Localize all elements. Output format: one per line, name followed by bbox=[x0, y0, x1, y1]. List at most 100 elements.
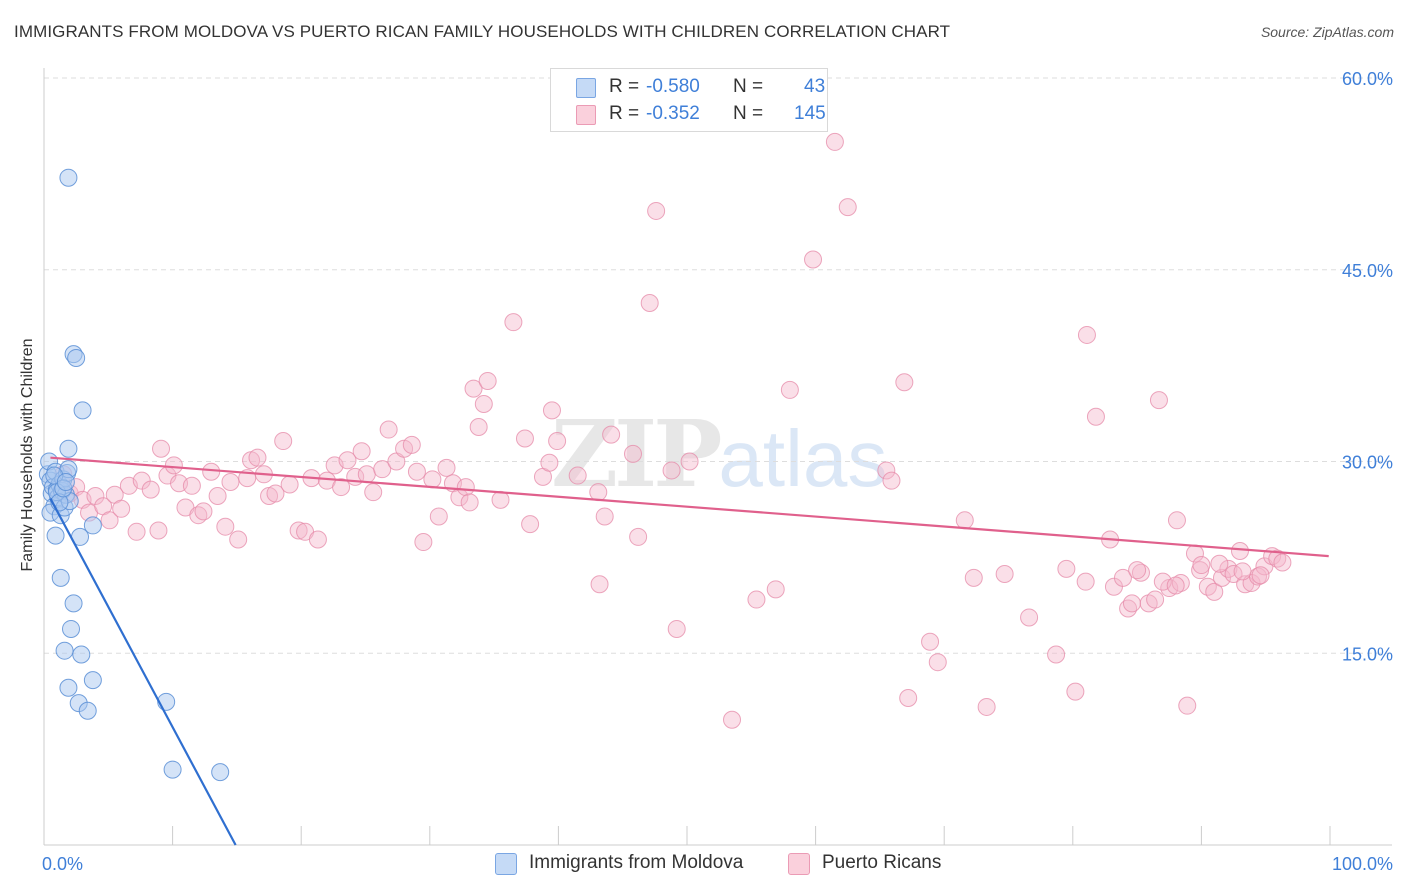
puerto-rican-point bbox=[955, 511, 974, 530]
source-label: Source: ZipAtlas.com bbox=[1260, 24, 1394, 40]
puerto-rican-point bbox=[1066, 682, 1085, 701]
bottom-legend-label-moldova: Immigrants from Moldova bbox=[529, 852, 744, 873]
legend-n-value-puerto-ricans: 145 bbox=[794, 103, 826, 124]
puerto-rican-point bbox=[491, 490, 510, 509]
puerto-rican-point bbox=[1146, 590, 1165, 609]
legend-n-label: N = bbox=[733, 103, 764, 124]
moldova-point bbox=[72, 645, 91, 664]
puerto-rican-point bbox=[1212, 568, 1231, 587]
puerto-rican-point bbox=[364, 483, 383, 502]
moldova-point bbox=[62, 619, 81, 638]
puerto-rican-point bbox=[280, 475, 299, 494]
puerto-rican-point bbox=[469, 417, 488, 436]
legend-r-value-moldova: -0.580 bbox=[646, 76, 700, 97]
puerto-rican-point bbox=[1192, 556, 1211, 575]
puerto-rican-point bbox=[332, 478, 351, 497]
puerto-rican-point bbox=[647, 201, 666, 220]
puerto-rican-point bbox=[423, 470, 442, 489]
moldova-point bbox=[55, 641, 74, 660]
puerto-rican-point bbox=[1057, 559, 1076, 578]
puerto-rican-point bbox=[542, 401, 561, 420]
puerto-rican-point bbox=[1077, 325, 1096, 344]
puerto-rican-point bbox=[1167, 511, 1186, 530]
puerto-rican-point bbox=[274, 432, 293, 451]
puerto-rican-point bbox=[308, 530, 327, 549]
puerto-rican-point bbox=[478, 371, 497, 390]
puerto-rican-point bbox=[629, 527, 648, 546]
puerto-rican-point bbox=[640, 293, 659, 312]
puerto-rican-point bbox=[1128, 561, 1147, 580]
puerto-rican-point bbox=[1113, 568, 1132, 587]
moldova-point bbox=[67, 348, 86, 367]
moldova-point bbox=[73, 401, 92, 420]
puerto-rican-point bbox=[568, 466, 587, 485]
puerto-rican-point bbox=[1171, 573, 1190, 592]
legend-n-label: N = bbox=[733, 76, 764, 97]
puerto-rican-point bbox=[1122, 594, 1141, 613]
puerto-rican-point bbox=[680, 452, 699, 471]
puerto-rican-point bbox=[357, 465, 376, 484]
puerto-rican-point bbox=[414, 533, 433, 552]
bottom-legend-label-puerto-ricans: Puerto Ricans bbox=[822, 852, 942, 873]
puerto-rican-point bbox=[1273, 553, 1292, 572]
puerto-rican-point bbox=[248, 448, 267, 467]
puerto-rican-point bbox=[1230, 541, 1249, 560]
puerto-rican-point bbox=[590, 575, 609, 594]
puerto-rican-point bbox=[1076, 572, 1095, 591]
puerto-rican-point bbox=[838, 198, 857, 217]
puerto-rican-point bbox=[1149, 391, 1168, 410]
puerto-rican-point bbox=[86, 487, 105, 506]
puerto-rican-point bbox=[747, 590, 766, 609]
puerto-rican-point bbox=[623, 444, 642, 463]
puerto-rican-point bbox=[602, 425, 621, 444]
puerto-rican-point bbox=[429, 507, 448, 526]
puerto-rican-point bbox=[152, 439, 171, 458]
puerto-rican-point bbox=[895, 373, 914, 392]
legend-swatch-moldova bbox=[576, 78, 596, 98]
puerto-rican-point bbox=[456, 478, 475, 497]
puerto-rican-point bbox=[1205, 582, 1224, 601]
moldova-point bbox=[83, 671, 102, 690]
puerto-rican-point bbox=[379, 420, 398, 439]
puerto-rican-point bbox=[437, 458, 456, 477]
puerto-rican-point bbox=[1210, 554, 1229, 573]
moldova-trend-line bbox=[49, 498, 237, 846]
puerto-rican-point bbox=[766, 580, 785, 599]
puerto-rican-point bbox=[995, 564, 1014, 583]
moldova-point bbox=[59, 439, 78, 458]
puerto-rican-point bbox=[723, 710, 742, 729]
moldova-point bbox=[56, 472, 75, 491]
grid-layer bbox=[44, 77, 1392, 654]
puerto-rican-point bbox=[780, 380, 799, 399]
puerto-rican-point bbox=[216, 517, 235, 536]
moldova-point bbox=[83, 516, 102, 535]
chart-title: IMMIGRANTS FROM MOLDOVA VS PUERTO RICAN … bbox=[14, 22, 951, 41]
moldova-point bbox=[163, 760, 182, 779]
bottom-legend-swatch-moldova bbox=[495, 853, 517, 875]
puerto-rican-point bbox=[977, 697, 996, 716]
y-tick-label: 60.0% bbox=[1342, 69, 1393, 89]
puerto-rican-point bbox=[352, 442, 371, 461]
puerto-rican-point bbox=[289, 521, 308, 540]
puerto-rican-point bbox=[882, 471, 901, 490]
tick-labels: 15.0% 30.0% 45.0% 60.0% 0.0% 100.0% bbox=[42, 69, 1393, 874]
puerto-rican-point bbox=[804, 250, 823, 269]
puerto-rican-point bbox=[100, 511, 119, 530]
moldova-point bbox=[59, 678, 78, 697]
puerto-rican-point bbox=[662, 461, 681, 480]
puerto-rican-point bbox=[825, 132, 844, 151]
puerto-rican-point bbox=[921, 632, 940, 651]
stats-legend: R = -0.580 N = 43 R = -0.352 N = 145 bbox=[550, 68, 828, 132]
puerto-rican-point bbox=[460, 493, 479, 512]
moldova-point bbox=[78, 701, 97, 720]
puerto-rican-point bbox=[877, 461, 896, 480]
x-tick-label: 100.0% bbox=[1332, 854, 1393, 874]
puerto-rican-point bbox=[402, 435, 421, 454]
puerto-rican-point bbox=[964, 568, 983, 587]
puerto-ricans-points bbox=[54, 132, 1292, 729]
x-tick-label: 0.0% bbox=[42, 854, 83, 874]
puerto-rican-point bbox=[1086, 407, 1105, 426]
puerto-rican-point bbox=[407, 462, 426, 481]
moldova-point bbox=[51, 568, 70, 587]
puerto-rican-point bbox=[1166, 576, 1185, 595]
